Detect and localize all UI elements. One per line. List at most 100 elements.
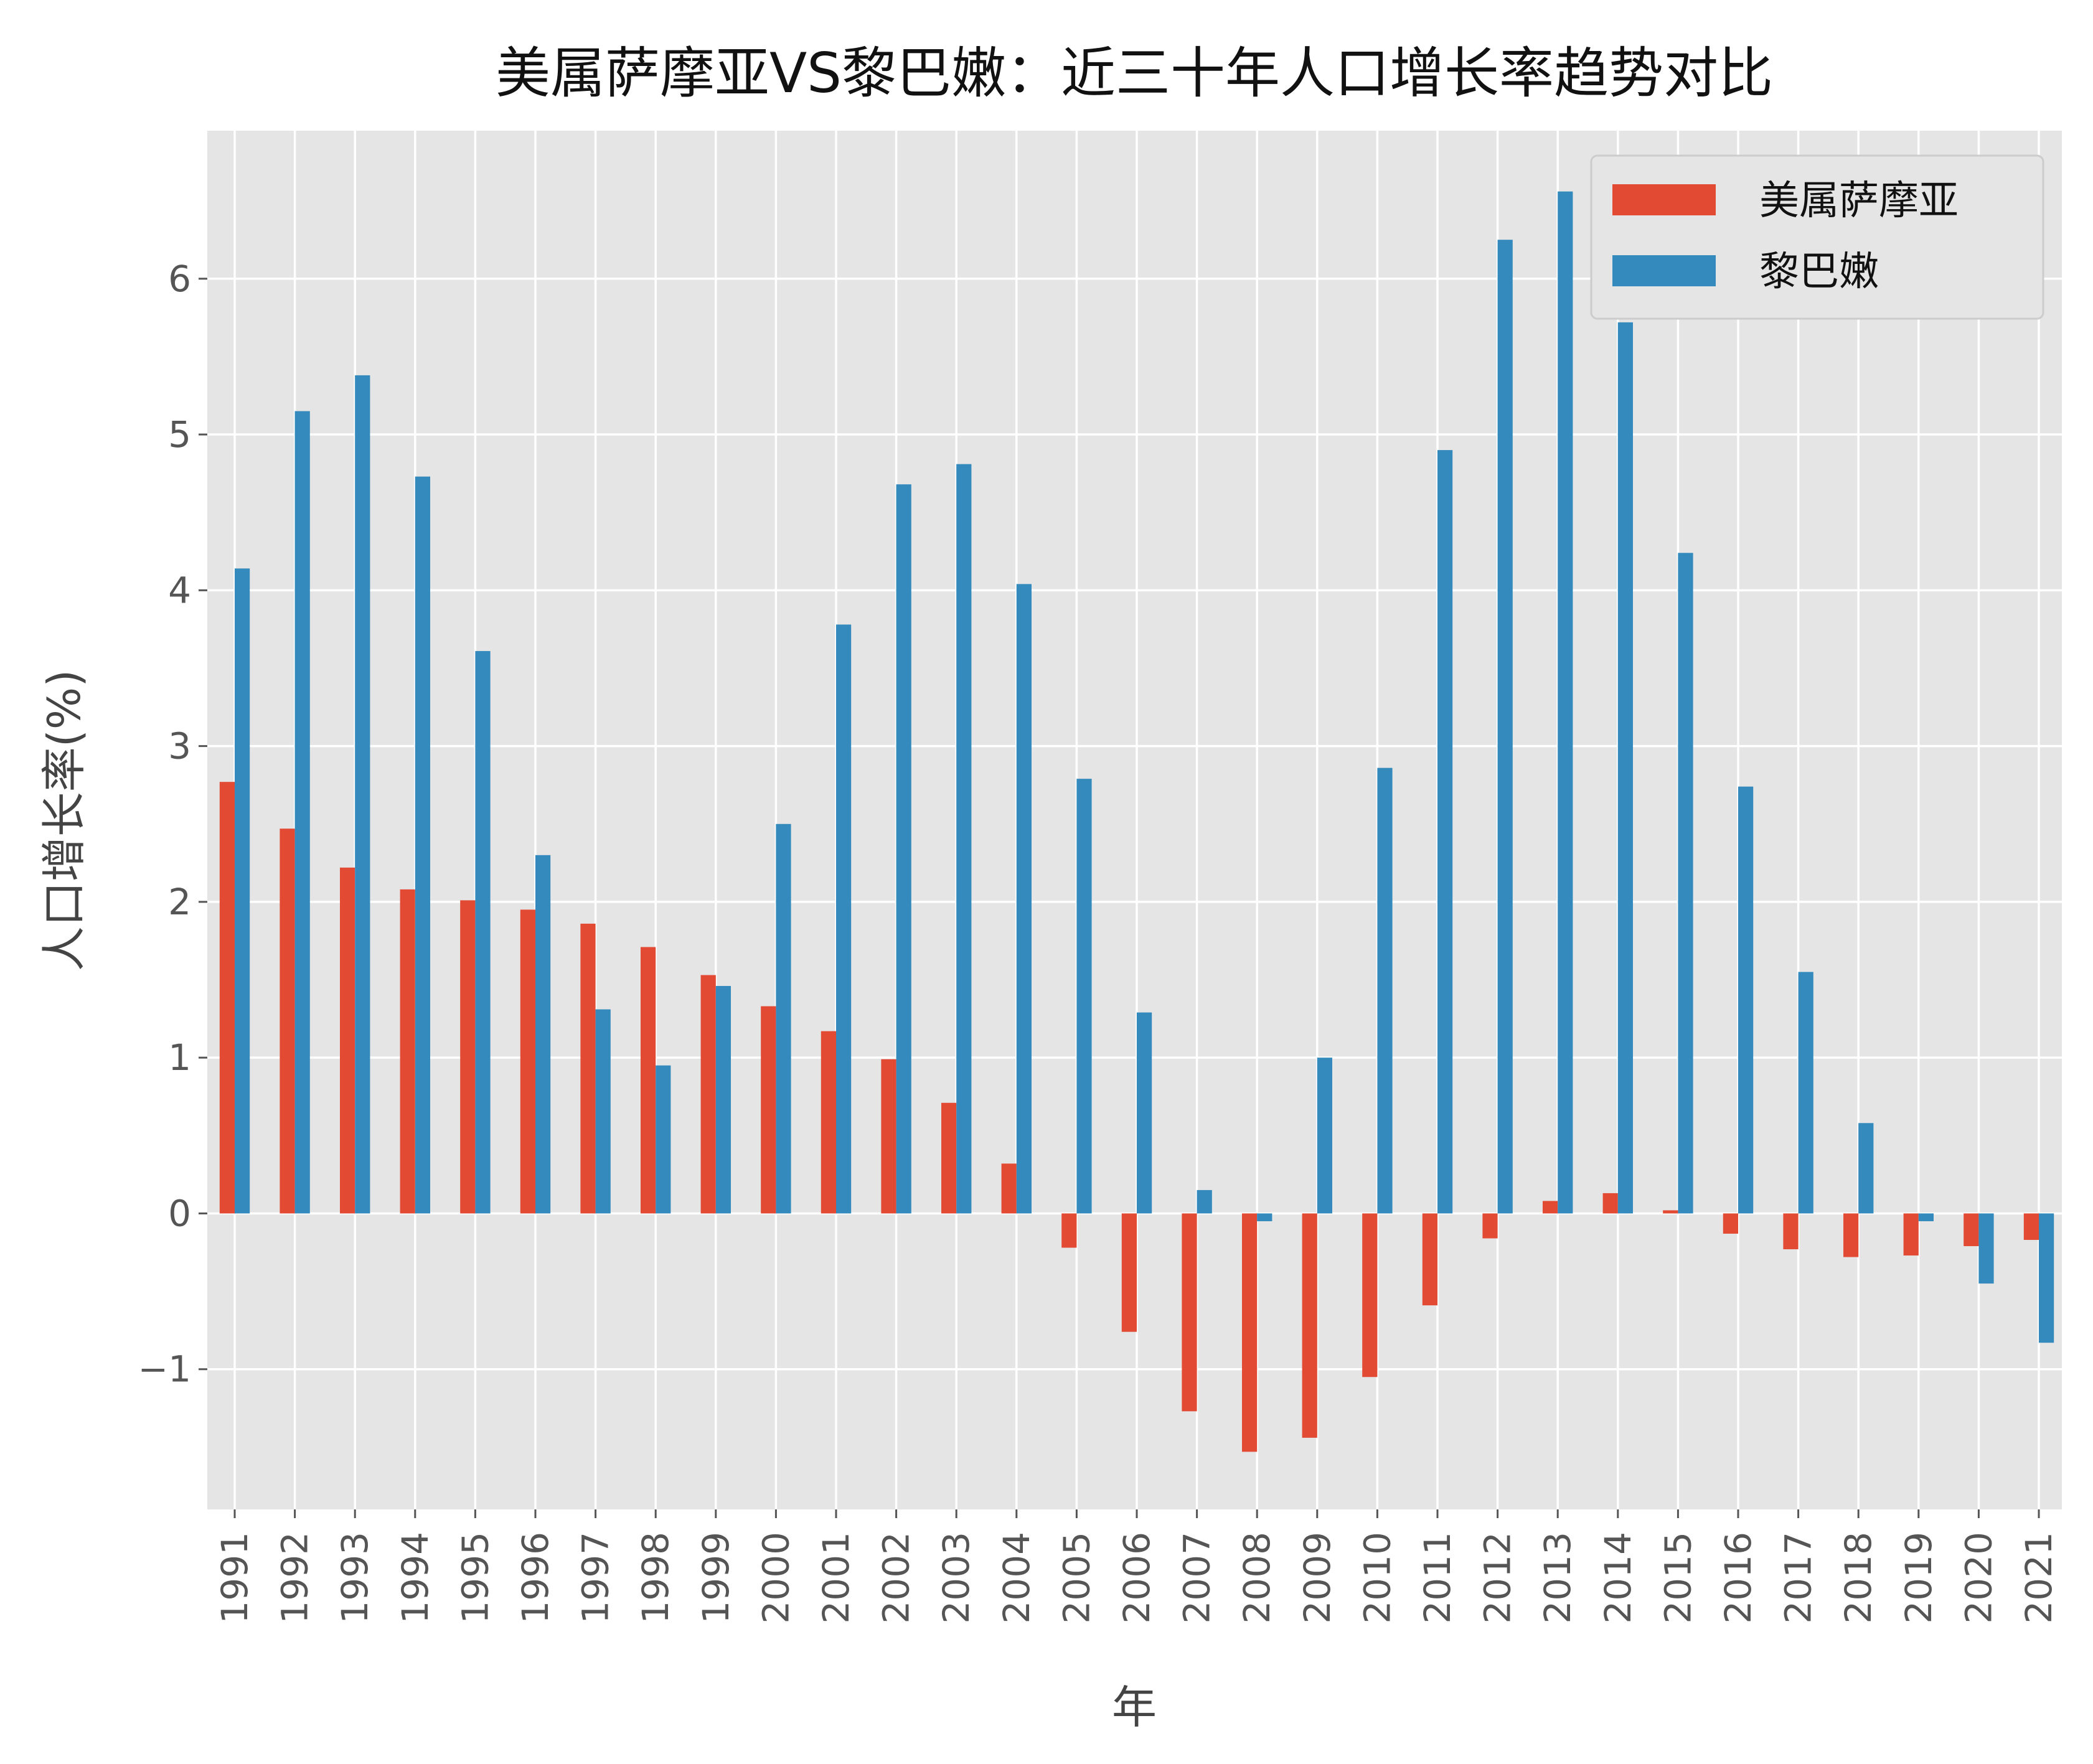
bar-american-samoa-2003 bbox=[941, 1102, 957, 1214]
x-tick-label: 1992 bbox=[274, 1532, 316, 1624]
bar-lebanon-2007 bbox=[1197, 1189, 1212, 1214]
x-tick-label: 1996 bbox=[514, 1532, 557, 1624]
bar-lebanon-1994 bbox=[415, 476, 430, 1214]
bar-american-samoa-2007 bbox=[1182, 1213, 1197, 1412]
bar-lebanon-2013 bbox=[1558, 191, 1573, 1214]
x-tick-label: 2001 bbox=[815, 1532, 857, 1624]
bar-lebanon-2005 bbox=[1076, 779, 1092, 1214]
x-tick-label: 2021 bbox=[2018, 1532, 2060, 1624]
x-tick-label: 2016 bbox=[1717, 1532, 1759, 1624]
bar-american-samoa-2004 bbox=[1001, 1163, 1017, 1214]
bar-american-samoa-1995 bbox=[460, 900, 476, 1214]
bar-american-samoa-2009 bbox=[1302, 1213, 1317, 1438]
bar-american-samoa-2015 bbox=[1663, 1210, 1678, 1214]
bar-lebanon-2014 bbox=[1617, 322, 1633, 1214]
bar-american-samoa-1993 bbox=[340, 867, 355, 1214]
x-tick-label: 1994 bbox=[394, 1532, 436, 1624]
bar-lebanon-2009 bbox=[1317, 1058, 1332, 1214]
x-tick-label: 2008 bbox=[1236, 1532, 1278, 1624]
bar-american-samoa-2019 bbox=[1903, 1213, 1919, 1256]
bar-lebanon-2003 bbox=[956, 464, 972, 1214]
x-tick-label: 2007 bbox=[1176, 1532, 1218, 1624]
y-axis-label: 人口增长率(%) bbox=[38, 670, 90, 972]
y-tick-label: 0 bbox=[168, 1192, 191, 1234]
bar-lebanon-2006 bbox=[1137, 1012, 1152, 1214]
x-tick-label: 2011 bbox=[1416, 1532, 1459, 1624]
bar-american-samoa-1996 bbox=[520, 909, 535, 1214]
axis-ticks: −1 0 1 2 3 4 5 6 1991 1992 1993 1994 1995 1996 1997 199… bbox=[138, 258, 2061, 1624]
x-tick-label: 2012 bbox=[1477, 1532, 1519, 1624]
bar-american-samoa-1997 bbox=[580, 923, 596, 1214]
bar-lebanon-1992 bbox=[294, 411, 310, 1214]
legend-swatch-lebanon bbox=[1612, 255, 1716, 286]
bar-american-samoa-2021 bbox=[2023, 1213, 2039, 1241]
bar-american-samoa-1999 bbox=[700, 975, 716, 1214]
legend-label-lebanon: 黎巴嫩 bbox=[1759, 249, 1879, 295]
bars bbox=[219, 191, 2054, 1452]
x-tick-label: 2000 bbox=[755, 1532, 797, 1624]
bar-lebanon-1991 bbox=[235, 568, 250, 1214]
bar-lebanon-2000 bbox=[776, 823, 791, 1214]
bar-american-samoa-2005 bbox=[1061, 1213, 1077, 1248]
y-tick-label: 5 bbox=[168, 413, 191, 456]
y-tick-label: 1 bbox=[168, 1036, 191, 1079]
bar-lebanon-2020 bbox=[1978, 1213, 1994, 1284]
x-tick-label: 2010 bbox=[1356, 1532, 1398, 1624]
bar-american-samoa-2001 bbox=[821, 1031, 836, 1214]
x-tick-label: 2019 bbox=[1898, 1532, 1940, 1624]
x-tick-label: 2003 bbox=[935, 1532, 977, 1624]
bar-american-samoa-2000 bbox=[761, 1006, 776, 1214]
bar-lebanon-1995 bbox=[475, 650, 491, 1214]
bar-american-samoa-2016 bbox=[1723, 1213, 1738, 1234]
y-tick-label: 6 bbox=[168, 258, 191, 300]
x-tick-label: 2002 bbox=[875, 1532, 918, 1624]
x-tick-label: 1998 bbox=[634, 1532, 677, 1624]
x-tick-label: 2017 bbox=[1777, 1532, 1820, 1624]
x-tick-label: 2009 bbox=[1296, 1532, 1338, 1624]
bar-american-samoa-1992 bbox=[280, 828, 295, 1214]
legend: 美属萨摩亚 黎巴嫩 bbox=[1590, 154, 2044, 320]
bar-american-samoa-2017 bbox=[1783, 1213, 1799, 1250]
bar-american-samoa-2012 bbox=[1482, 1213, 1498, 1239]
bar-lebanon-2010 bbox=[1377, 767, 1393, 1214]
y-tick-label: 2 bbox=[168, 881, 191, 923]
x-tick-label: 2018 bbox=[1837, 1532, 1879, 1624]
y-tick-label: −1 bbox=[138, 1348, 192, 1391]
legend-swatch-american-samoa bbox=[1612, 184, 1716, 215]
bar-american-samoa-1994 bbox=[400, 889, 415, 1214]
chart-title: 美属萨摩亚VS黎巴嫩：近三十年人口增长率趋势对比 bbox=[496, 41, 1773, 105]
bar-lebanon-2002 bbox=[896, 484, 911, 1214]
bar-american-samoa-2013 bbox=[1543, 1201, 1558, 1214]
bar-american-samoa-2002 bbox=[881, 1059, 896, 1214]
bar-lebanon-2018 bbox=[1858, 1123, 1874, 1214]
bar-american-samoa-2010 bbox=[1362, 1213, 1378, 1377]
bar-lebanon-2011 bbox=[1437, 450, 1453, 1214]
bar-lebanon-2001 bbox=[836, 624, 852, 1214]
x-tick-label: 2005 bbox=[1055, 1532, 1098, 1624]
bar-american-samoa-2011 bbox=[1422, 1213, 1437, 1306]
bar-lebanon-1997 bbox=[595, 1009, 611, 1214]
bar-lebanon-2017 bbox=[1798, 972, 1813, 1214]
x-tick-label: 1997 bbox=[575, 1532, 617, 1624]
bar-lebanon-2015 bbox=[1678, 553, 1693, 1214]
x-tick-label: 2006 bbox=[1116, 1532, 1158, 1624]
bar-lebanon-2012 bbox=[1497, 240, 1513, 1214]
bar-lebanon-1993 bbox=[355, 375, 370, 1214]
bar-lebanon-2021 bbox=[2039, 1213, 2054, 1343]
x-tick-label: 2014 bbox=[1597, 1532, 1639, 1624]
bar-american-samoa-2008 bbox=[1242, 1213, 1258, 1452]
bar-lebanon-2004 bbox=[1016, 584, 1032, 1214]
bar-american-samoa-2020 bbox=[1964, 1213, 1979, 1247]
x-tick-label: 2004 bbox=[995, 1532, 1038, 1624]
bar-american-samoa-2018 bbox=[1843, 1213, 1859, 1257]
bar-lebanon-2008 bbox=[1257, 1213, 1272, 1221]
bar-lebanon-1998 bbox=[656, 1065, 671, 1214]
y-tick-label: 3 bbox=[168, 725, 191, 767]
x-tick-label: 2013 bbox=[1536, 1532, 1579, 1624]
y-tick-label: 4 bbox=[168, 569, 191, 611]
bar-american-samoa-1991 bbox=[219, 782, 235, 1214]
bar-american-samoa-1998 bbox=[641, 947, 656, 1214]
bar-lebanon-2019 bbox=[1918, 1213, 1934, 1221]
x-axis-label: 年 bbox=[1112, 1681, 1157, 1734]
x-tick-label: 2020 bbox=[1957, 1532, 2000, 1624]
